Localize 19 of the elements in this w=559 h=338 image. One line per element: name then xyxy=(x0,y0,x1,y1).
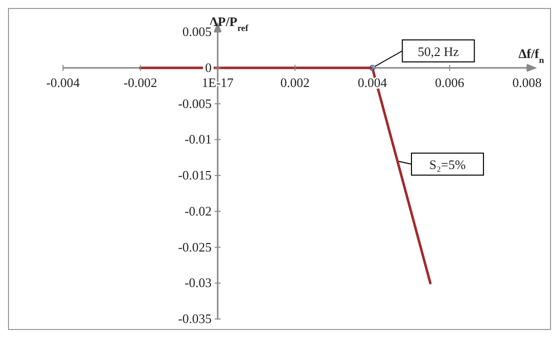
y-tick-label: -0.035 xyxy=(178,311,212,326)
annotation: S₂=5% xyxy=(429,157,466,172)
x-tick-label: 0.008 xyxy=(512,74,542,90)
y-axis-title: ΔP/P$_{ref}$ xyxy=(210,14,250,33)
x-axis-title: Δf/f$_{n}$ xyxy=(518,46,544,65)
y-tick-label: -0.025 xyxy=(178,239,212,254)
y-tick-label: 0.005 xyxy=(182,24,212,39)
y-tick-label: -0.03 xyxy=(184,275,212,290)
y-tick-label: -0.005 xyxy=(178,96,212,111)
y-tick-label: -0.015 xyxy=(178,168,212,182)
x-tick-label: 1E-17 xyxy=(202,74,234,90)
x-tick-label: -0.004 xyxy=(46,74,80,90)
y-tick-label: -0.01 xyxy=(184,132,212,147)
x-tick-label: 0.006 xyxy=(435,74,465,90)
x-tick-label: -0.002 xyxy=(124,74,158,90)
y-tick-label: 0 xyxy=(205,60,212,75)
x-tick-label: 0.002 xyxy=(280,74,310,90)
annotation: 50,2 Hz xyxy=(418,44,460,59)
y-tick-label: -0.02 xyxy=(184,203,212,218)
